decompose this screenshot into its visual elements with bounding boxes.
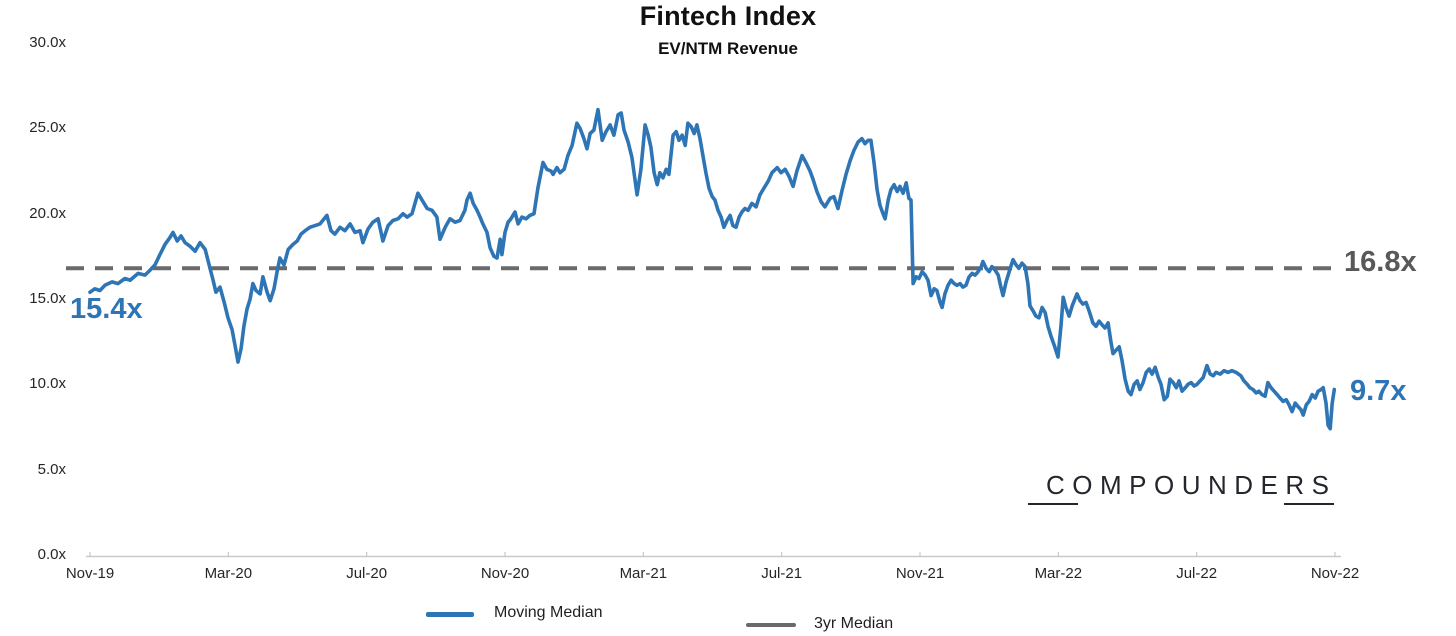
start-value-label: 15.4x [70,293,143,325]
y-tick-label: 10.0x [29,375,66,393]
y-tick-label: 5.0x [37,460,66,478]
y-tick-label: 0.0x [37,546,66,563]
x-tick-label: Nov-19 [65,565,115,582]
x-tick-label: Jul-22 [1176,565,1218,582]
median-value-label: 16.8x [1344,246,1417,278]
x-tick-label: Nov-21 [895,565,945,582]
moving-median-line [88,107,1337,431]
x-tick-label: Mar-21 [619,565,668,582]
y-tick-label: 30.0x [29,34,66,51]
moving-median-legend-label: Moving Median [494,604,603,621]
x-tick-label: Nov-20 [480,565,530,582]
compounders-logo: COMPOUNDERS [1046,470,1337,500]
x-tick-label: Nov-22 [1310,565,1360,582]
x-tick-label: Jul-21 [761,565,803,582]
x-tick-label: Mar-20 [204,565,253,582]
y-tick-label: 25.0x [29,119,66,137]
y-tick-label: 20.0x [29,204,66,222]
chart-subtitle: EV/NTM Revenue [658,39,798,58]
y-tick-label: 15.0x [29,290,66,307]
chart-title: Fintech Index [639,1,817,31]
three-yr-median-legend-swatch [746,623,796,627]
three-yr-median-legend-label: 3yr Median [814,615,894,632]
end-value-label: 9.7x [1350,375,1407,407]
moving-median-legend-swatch [426,612,474,617]
logo-underline-right [1284,503,1334,505]
logo-underline-left [1028,503,1078,505]
x-tick-label: Jul-20 [346,565,388,582]
x-tick-label: Mar-22 [1034,565,1083,582]
